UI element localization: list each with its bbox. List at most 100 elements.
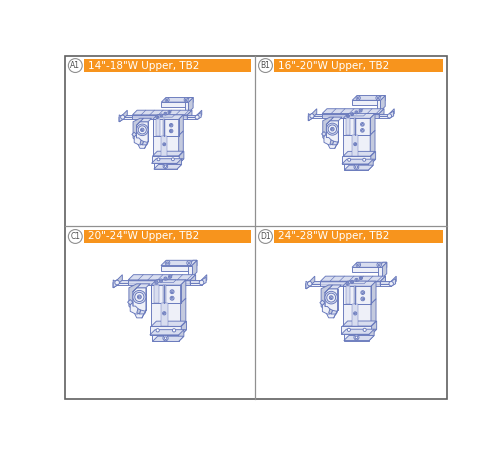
Bar <box>84 58 251 72</box>
Polygon shape <box>122 115 132 117</box>
Polygon shape <box>161 303 168 326</box>
Circle shape <box>136 124 148 135</box>
Polygon shape <box>379 116 390 118</box>
Circle shape <box>328 125 336 133</box>
Polygon shape <box>150 330 186 335</box>
Polygon shape <box>343 151 375 156</box>
Polygon shape <box>190 280 202 283</box>
Circle shape <box>361 297 364 301</box>
Polygon shape <box>344 336 374 341</box>
Polygon shape <box>344 334 369 341</box>
Circle shape <box>325 291 338 304</box>
Circle shape <box>164 337 167 339</box>
Polygon shape <box>128 300 133 305</box>
Polygon shape <box>134 135 141 145</box>
Circle shape <box>170 130 172 132</box>
Polygon shape <box>188 98 193 112</box>
Circle shape <box>160 280 162 281</box>
Polygon shape <box>177 159 182 169</box>
Polygon shape <box>188 115 197 117</box>
Circle shape <box>361 291 364 294</box>
Circle shape <box>68 230 82 243</box>
Circle shape <box>332 128 334 130</box>
Text: A1: A1 <box>70 61 81 70</box>
Circle shape <box>350 280 354 284</box>
Polygon shape <box>391 279 396 286</box>
Polygon shape <box>320 276 386 281</box>
Polygon shape <box>117 280 128 283</box>
Circle shape <box>163 164 168 169</box>
Polygon shape <box>156 119 160 135</box>
Polygon shape <box>128 281 190 284</box>
Polygon shape <box>151 321 186 326</box>
Circle shape <box>327 293 336 302</box>
Polygon shape <box>113 280 117 288</box>
Polygon shape <box>136 309 140 314</box>
Circle shape <box>165 98 169 102</box>
Circle shape <box>356 279 357 281</box>
Polygon shape <box>152 135 178 156</box>
Polygon shape <box>132 132 136 137</box>
Polygon shape <box>190 283 202 285</box>
Polygon shape <box>347 113 366 116</box>
Circle shape <box>354 144 356 145</box>
Polygon shape <box>163 285 166 303</box>
Polygon shape <box>161 266 192 271</box>
Polygon shape <box>391 276 396 286</box>
Circle shape <box>362 292 364 293</box>
Circle shape <box>360 122 364 126</box>
Circle shape <box>377 263 382 267</box>
Circle shape <box>166 262 168 264</box>
Circle shape <box>138 295 141 299</box>
Polygon shape <box>324 134 331 145</box>
Polygon shape <box>312 113 322 116</box>
Circle shape <box>258 58 272 72</box>
Polygon shape <box>352 95 385 100</box>
Circle shape <box>170 290 174 294</box>
Polygon shape <box>325 289 338 318</box>
Polygon shape <box>188 266 192 277</box>
Polygon shape <box>178 330 184 342</box>
Polygon shape <box>180 280 186 303</box>
Polygon shape <box>162 102 188 107</box>
Polygon shape <box>310 281 320 284</box>
Polygon shape <box>342 326 372 334</box>
Circle shape <box>172 158 174 161</box>
Polygon shape <box>113 280 117 288</box>
Polygon shape <box>382 262 387 279</box>
Circle shape <box>170 276 171 278</box>
Polygon shape <box>128 274 196 280</box>
Bar <box>84 230 251 243</box>
Circle shape <box>156 328 160 332</box>
Polygon shape <box>152 151 184 156</box>
Circle shape <box>355 336 358 339</box>
Circle shape <box>170 296 174 300</box>
Circle shape <box>188 262 190 264</box>
Text: B1: B1 <box>260 61 270 70</box>
Polygon shape <box>377 95 385 100</box>
Polygon shape <box>342 156 371 164</box>
Polygon shape <box>306 281 310 289</box>
Polygon shape <box>154 163 177 169</box>
Circle shape <box>170 123 173 127</box>
Circle shape <box>346 114 350 117</box>
Polygon shape <box>152 119 178 135</box>
Circle shape <box>362 130 364 131</box>
Circle shape <box>330 296 333 300</box>
Polygon shape <box>122 117 132 119</box>
Polygon shape <box>322 113 379 118</box>
Polygon shape <box>152 156 179 163</box>
Circle shape <box>156 282 157 284</box>
Polygon shape <box>322 109 384 113</box>
Polygon shape <box>342 286 371 304</box>
Polygon shape <box>322 303 330 314</box>
Polygon shape <box>306 281 310 289</box>
Polygon shape <box>346 118 350 135</box>
Polygon shape <box>344 165 373 170</box>
Circle shape <box>164 144 165 145</box>
Polygon shape <box>154 285 159 303</box>
Polygon shape <box>188 260 197 265</box>
Polygon shape <box>371 299 376 326</box>
Circle shape <box>354 335 359 340</box>
Polygon shape <box>178 115 184 135</box>
